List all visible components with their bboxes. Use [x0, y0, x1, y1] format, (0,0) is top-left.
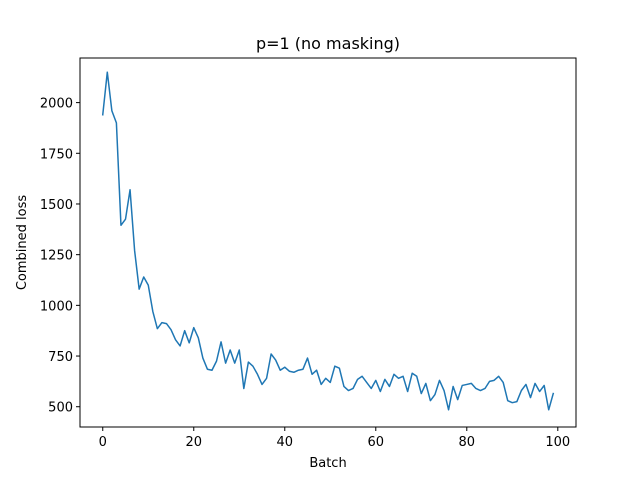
y-tick-label: 1250 — [40, 249, 73, 264]
x-tick-label: 0 — [99, 435, 107, 450]
x-tick-label: 20 — [185, 435, 202, 450]
y-tick-label: 750 — [48, 350, 73, 365]
x-tick-label: 100 — [545, 435, 570, 450]
plot-area — [80, 58, 576, 427]
x-tick-label: 40 — [276, 435, 293, 450]
x-axis-ticks: 0 20 40 60 80 100 — [99, 427, 570, 450]
plot-frame — [79, 57, 577, 428]
chart-title: p=1 (no masking) — [256, 34, 400, 53]
loss-series-line — [101, 71, 555, 411]
y-tick-label: 500 — [48, 401, 73, 416]
y-tick-label: 2000 — [40, 97, 73, 112]
x-tick-label: 80 — [459, 435, 476, 450]
y-axis-ticks: 500 750 1000 1250 1500 1750 2000 — [40, 97, 80, 416]
x-axis-label: Batch — [309, 456, 346, 471]
x-tick-label: 60 — [368, 435, 385, 450]
y-tick-label: 1000 — [40, 299, 73, 314]
y-tick-label: 1500 — [40, 198, 73, 213]
y-axis-label: Combined loss — [15, 195, 30, 291]
y-tick-label: 1750 — [40, 147, 73, 162]
